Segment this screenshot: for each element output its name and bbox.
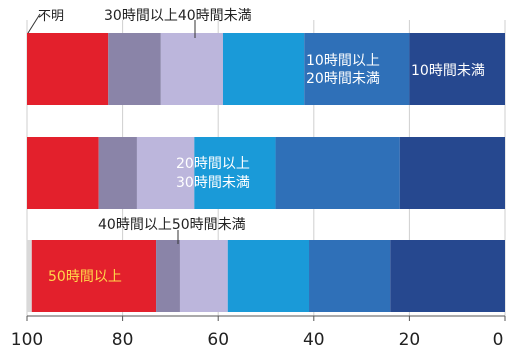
- annotations: 不明 30時間以上40時間未満 10時間以上 20時間未満 10時間未満 20時…: [27, 8, 485, 285]
- annotation-label: 30時間以上40時間未満: [104, 8, 252, 24]
- annotation-label: 50時間以上: [48, 269, 122, 285]
- bar-segment: [227, 240, 310, 312]
- annotation-label: 10時間以上: [306, 53, 380, 69]
- annotation-label: 40時間以上50時間未満: [98, 217, 246, 233]
- bar-segment: [27, 33, 109, 105]
- bar-segment: [409, 33, 505, 105]
- bar-segment: [98, 137, 137, 209]
- bar-segment: [275, 137, 400, 209]
- x-axis-tick-label: 0: [493, 330, 504, 350]
- bar-segment: [160, 33, 223, 105]
- annotation-label: 10時間未満: [411, 63, 485, 79]
- bar-segment: [390, 240, 505, 312]
- unknown-leader-line: [27, 13, 41, 34]
- bar-segment: [108, 33, 161, 105]
- bar-segment: [156, 240, 180, 312]
- bar-segment: [304, 33, 410, 105]
- x-axis-tick-label: 100: [11, 330, 43, 350]
- x-axis-tick-label: 80: [112, 330, 134, 350]
- x-axis-tick-labels: 100 80 60 40 20 0: [11, 316, 506, 350]
- bar-segment: [399, 137, 505, 209]
- x-axis-tick-label: 60: [207, 330, 229, 350]
- bar-segment: [309, 240, 391, 312]
- bar-segment: [179, 240, 228, 312]
- bar-segment: [222, 33, 305, 105]
- x-axis-tick-label: 20: [399, 330, 421, 350]
- bar-segment: [136, 137, 195, 209]
- x-axis-tick-label: 40: [303, 330, 325, 350]
- bar-segment: [31, 240, 157, 312]
- bar-segment: [194, 137, 276, 209]
- annotation-label: 20時間未満: [306, 71, 380, 87]
- bar-segment: [27, 240, 32, 312]
- annotation-label: 不明: [38, 9, 64, 24]
- bars: [27, 33, 505, 312]
- annotation-label: 20時間以上: [176, 156, 250, 172]
- bar-segment: [27, 137, 99, 209]
- annotation-label: 30時間未満: [176, 175, 250, 191]
